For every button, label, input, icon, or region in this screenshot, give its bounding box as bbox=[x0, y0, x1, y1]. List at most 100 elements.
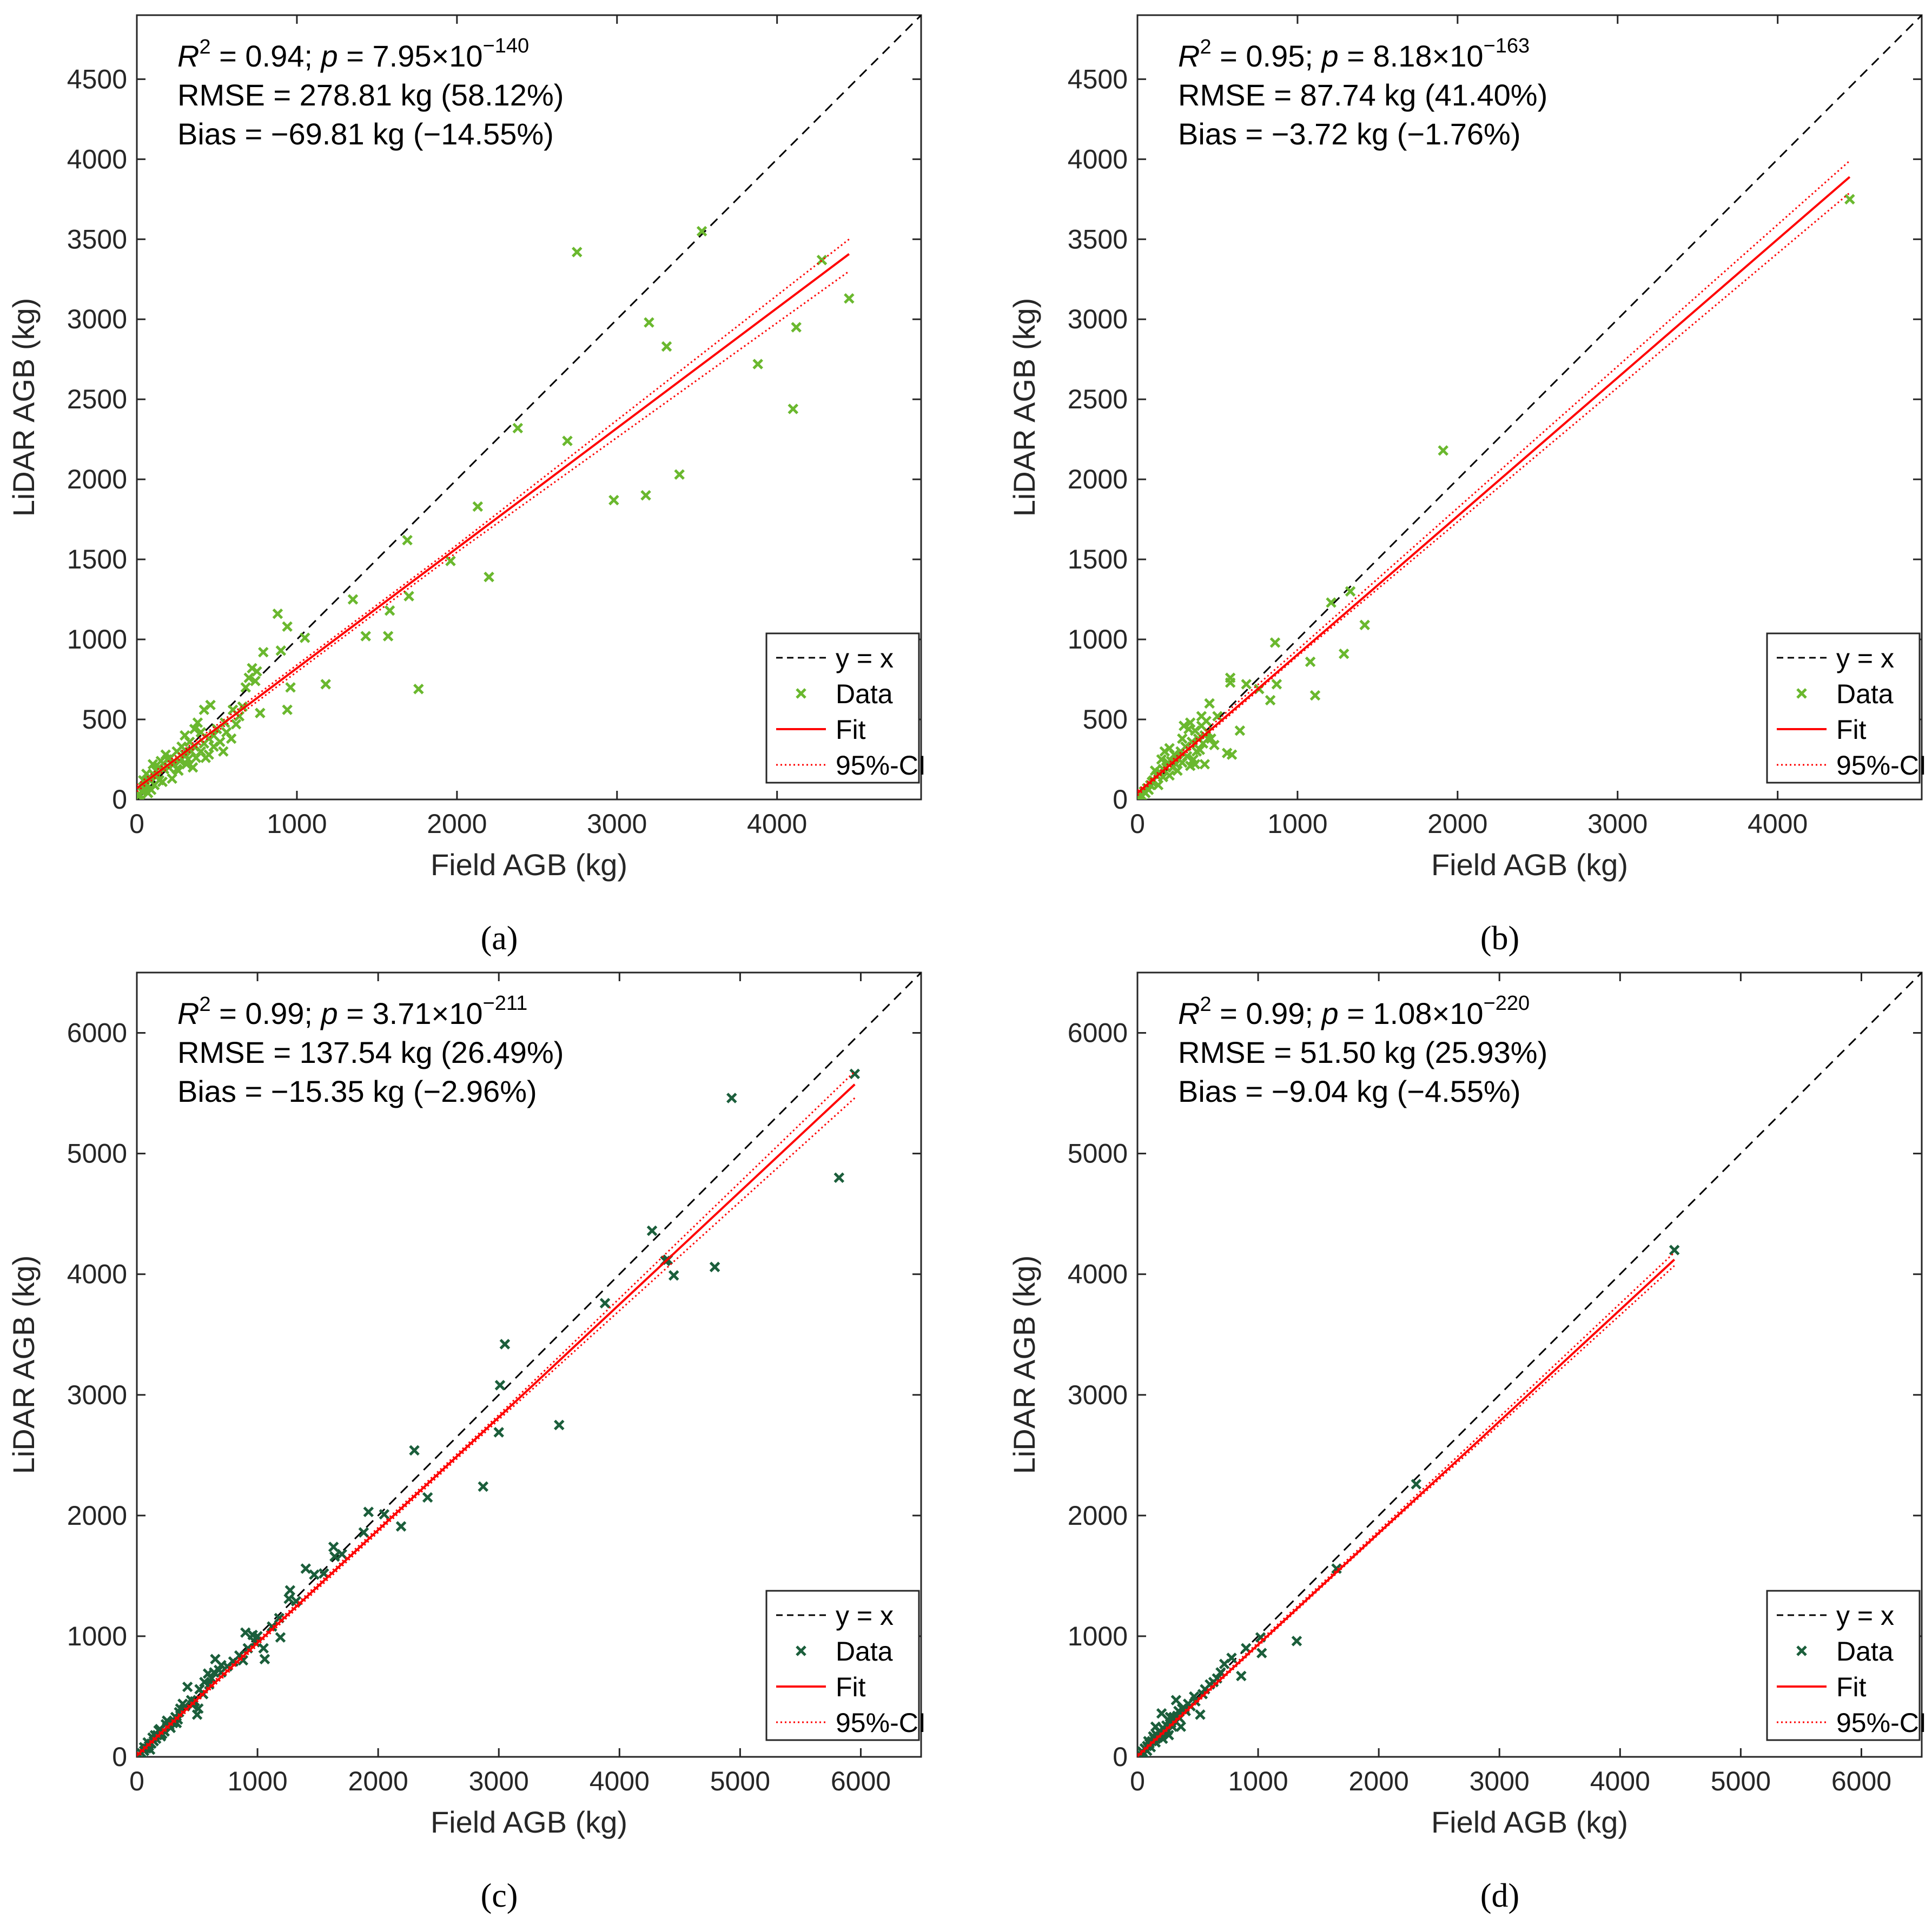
data-point bbox=[1844, 194, 1855, 205]
data-point bbox=[752, 359, 763, 369]
data-point bbox=[1196, 720, 1207, 731]
data-point bbox=[363, 1506, 374, 1517]
y-tick-label: 4000 bbox=[67, 1259, 127, 1290]
data-point bbox=[283, 1594, 294, 1604]
series-group bbox=[1137, 973, 1922, 1757]
data-point bbox=[494, 1380, 506, 1391]
data-point bbox=[384, 605, 395, 616]
data-point bbox=[250, 676, 261, 686]
y-tick-label: 3000 bbox=[67, 304, 127, 334]
data-point bbox=[230, 719, 242, 730]
data-point bbox=[336, 1549, 347, 1559]
identity-line bbox=[137, 15, 921, 799]
x-tick-label: 1000 bbox=[267, 809, 327, 839]
y-axis-label: LiDAR AGB (kg) bbox=[1007, 1255, 1041, 1475]
data-point bbox=[226, 733, 237, 744]
bias-annotation: Bias = −69.81 kg (−14.55%) bbox=[177, 117, 554, 151]
legend-identity-label: y = x bbox=[1836, 1601, 1894, 1631]
data-point bbox=[1195, 1709, 1206, 1720]
y-tick-label: 500 bbox=[1083, 704, 1128, 735]
y-tick-label: 6000 bbox=[67, 1018, 127, 1048]
bias-annotation: Bias = −9.04 kg (−4.55%) bbox=[1178, 1074, 1521, 1108]
data-point bbox=[300, 1563, 312, 1574]
legend-ci-label: 95%-CI bbox=[836, 750, 926, 781]
data-point bbox=[572, 247, 583, 257]
data-point bbox=[445, 556, 456, 566]
data-point bbox=[413, 684, 424, 695]
p-value: = 7.95×10 bbox=[338, 39, 483, 73]
series-group bbox=[137, 973, 921, 1757]
x-tick-label: 1000 bbox=[1228, 1766, 1288, 1796]
data-point bbox=[646, 1225, 658, 1237]
x-tick-label: 3000 bbox=[1587, 809, 1648, 839]
y-tick-label: 3500 bbox=[67, 224, 127, 254]
x-axis-label: Field AGB (kg) bbox=[1431, 1805, 1628, 1839]
data-point bbox=[1163, 1730, 1174, 1741]
p-exponent: −163 bbox=[1484, 35, 1530, 57]
ci-lower-line bbox=[137, 270, 850, 792]
panel-c: 0 1000 2000 3000 4000 5000 6000 0 1000 2000 3000 40… bbox=[6, 971, 926, 1914]
data-point bbox=[154, 775, 165, 786]
y-tick-label: 0 bbox=[112, 1742, 127, 1772]
data-point bbox=[1326, 597, 1336, 608]
x-tick-label: 0 bbox=[1130, 1766, 1145, 1796]
data-point bbox=[493, 1427, 504, 1438]
plot-frame bbox=[136, 971, 922, 1758]
data-point bbox=[137, 1751, 143, 1757]
x-axis-label: Field AGB (kg) bbox=[1431, 848, 1628, 882]
y-tick-label: 2500 bbox=[67, 384, 127, 414]
p-symbol: p bbox=[320, 996, 338, 1030]
r2-p-annotation: R2 = 0.94; p = 7.95×10−140 bbox=[177, 35, 529, 73]
legend-data-swatch bbox=[1796, 1645, 1807, 1656]
data-point bbox=[1138, 1748, 1149, 1757]
data-point bbox=[285, 682, 296, 693]
y-tick-label: 4000 bbox=[1068, 1259, 1128, 1290]
x-tick-label: 2000 bbox=[1349, 1766, 1409, 1796]
ci-upper-line bbox=[1137, 160, 1850, 791]
r2-symbol: R bbox=[1178, 996, 1200, 1030]
legend: y = x Data Fit 95%-CI bbox=[1766, 632, 1927, 784]
legend-data-label: Data bbox=[1836, 1636, 1894, 1667]
data-point bbox=[833, 1172, 845, 1183]
r2-value: = 0.99; bbox=[1212, 996, 1322, 1030]
data-point bbox=[1331, 1563, 1342, 1574]
r2-superscript: 2 bbox=[1200, 36, 1211, 58]
legend-fit-label: Fit bbox=[1836, 1672, 1867, 1702]
data-point bbox=[554, 1419, 565, 1431]
y-tick-label: 1500 bbox=[1068, 544, 1128, 574]
fit-line bbox=[1137, 176, 1851, 794]
data-point bbox=[284, 1585, 296, 1596]
panel-d: 0 1000 2000 3000 4000 5000 6000 0 1000 2000 3000 40… bbox=[1007, 971, 1927, 1914]
data-point bbox=[282, 621, 293, 632]
data-point bbox=[512, 422, 524, 434]
data-point bbox=[360, 631, 371, 642]
data-point bbox=[402, 534, 413, 546]
data-point bbox=[1189, 759, 1201, 770]
p-value: = 1.08×10 bbox=[1339, 996, 1484, 1030]
ci-lower-line bbox=[1137, 192, 1850, 796]
p-symbol: p bbox=[1321, 996, 1339, 1030]
data-point bbox=[599, 1298, 611, 1308]
data-point bbox=[608, 494, 619, 506]
identity-line bbox=[137, 973, 921, 1757]
data-point bbox=[1359, 619, 1370, 631]
data-point bbox=[1225, 677, 1236, 688]
data-point bbox=[275, 645, 287, 656]
data-point bbox=[1156, 754, 1167, 765]
x-tick-label: 4000 bbox=[747, 809, 807, 839]
x-tick-label: 2000 bbox=[1427, 809, 1487, 839]
data-point bbox=[1137, 791, 1148, 799]
data-point bbox=[191, 1709, 203, 1720]
data-point bbox=[1241, 679, 1252, 690]
data-point bbox=[205, 699, 216, 711]
data-point bbox=[329, 1551, 340, 1562]
y-tick-label: 3000 bbox=[67, 1380, 127, 1410]
y-tick-label: 2000 bbox=[1068, 1500, 1128, 1531]
y-tick-label: 4000 bbox=[67, 144, 127, 174]
data-point bbox=[190, 752, 202, 763]
data-point bbox=[1159, 746, 1170, 757]
data-point bbox=[275, 1632, 286, 1643]
legend-fit-label: Fit bbox=[1836, 715, 1867, 745]
panel-caption: (a) bbox=[481, 920, 518, 957]
y-tick-label: 0 bbox=[1113, 784, 1128, 815]
